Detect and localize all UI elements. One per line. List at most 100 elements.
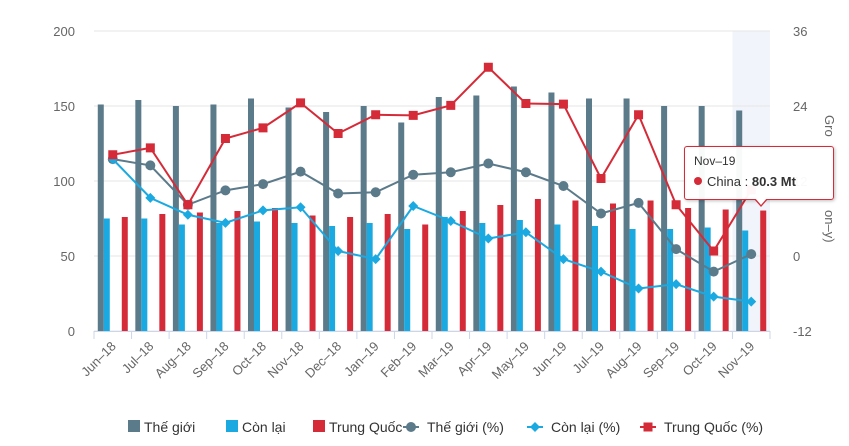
bar <box>398 122 405 331</box>
bar <box>309 215 316 331</box>
line-point <box>633 283 644 294</box>
tooltip-series: China <box>707 174 741 189</box>
line-point <box>596 174 606 183</box>
line-point <box>145 160 156 171</box>
line-point <box>182 209 193 220</box>
bar <box>159 214 166 331</box>
legend-swatch <box>128 420 140 432</box>
series-line <box>112 158 752 273</box>
line-point <box>708 291 719 302</box>
x-tick-label: Feb–19 <box>378 339 420 381</box>
right-tick-label: 0 <box>793 249 800 264</box>
left-tick-label: 100 <box>53 174 75 189</box>
tooltip-title: Nov–19 <box>694 154 736 168</box>
line-point <box>408 110 418 120</box>
line-point <box>220 217 231 228</box>
bar <box>534 199 541 331</box>
line-point <box>220 134 230 143</box>
line-point <box>406 422 416 432</box>
bar <box>661 106 668 331</box>
series-line <box>112 158 752 303</box>
bar <box>210 104 217 331</box>
left-axis: 0 50 100 150 200 <box>53 24 75 339</box>
line-point <box>408 201 419 211</box>
left-tick-label: 150 <box>53 99 75 114</box>
line-point <box>643 422 653 432</box>
line-point <box>634 110 644 120</box>
line-point <box>333 129 343 138</box>
bar <box>196 212 203 331</box>
line-point <box>145 192 156 203</box>
bar <box>272 208 278 331</box>
bar <box>234 211 241 331</box>
line-point <box>370 187 381 198</box>
line-point <box>671 279 682 290</box>
line-point <box>521 99 531 108</box>
bar <box>698 106 705 331</box>
line-point <box>746 249 757 260</box>
x-tick-label: Nov–19 <box>715 339 757 381</box>
bar <box>216 223 223 331</box>
bar <box>97 104 104 331</box>
x-tick-label: Jun–19 <box>529 339 570 380</box>
bar <box>347 217 354 331</box>
bar <box>497 205 504 331</box>
bar <box>554 224 561 331</box>
bar <box>441 217 448 331</box>
bar <box>135 100 142 331</box>
bar <box>742 230 749 331</box>
right-tick-label: 24 <box>793 99 807 114</box>
x-tick-label: Dec–18 <box>302 339 344 381</box>
tooltip-row: China : 80.3 Mt <box>694 174 824 189</box>
x-tick-label: Oct–18 <box>229 339 269 379</box>
lines <box>107 62 757 307</box>
bar <box>254 221 260 331</box>
line-point <box>520 227 531 238</box>
left-tick-label: 0 <box>68 324 75 339</box>
line-point <box>258 123 268 133</box>
bar <box>459 211 466 331</box>
x-tick-label: Jun–18 <box>78 339 119 380</box>
bar <box>736 110 743 331</box>
line-point <box>483 62 493 72</box>
left-tick-label: 200 <box>53 24 75 39</box>
right-tick-label: 36 <box>793 24 807 39</box>
bar <box>760 210 767 331</box>
legend-label: Còn lại <box>242 419 286 435</box>
line-point <box>596 208 606 219</box>
x-tick-label: Aug–18 <box>152 339 194 381</box>
bar <box>685 208 692 331</box>
line-point <box>633 197 644 208</box>
right-axis-title: Gro <box>822 115 837 137</box>
line-point <box>445 167 456 178</box>
bar <box>667 229 674 331</box>
line-point <box>295 202 306 213</box>
tooltip-value: 80.3 Mt <box>751 174 796 189</box>
bar <box>435 97 442 331</box>
line-point <box>296 98 306 108</box>
bar <box>121 217 128 331</box>
line-point <box>333 246 344 256</box>
line-point <box>530 422 540 432</box>
series-line <box>112 65 753 253</box>
legend-label: Trung Quốc (%) <box>664 419 763 435</box>
bar <box>548 92 555 331</box>
line-point <box>483 233 494 244</box>
bar <box>291 223 298 331</box>
line-point <box>333 188 344 199</box>
legend-label: Thế giới (%) <box>427 419 504 435</box>
line-point <box>558 99 568 109</box>
x-tick-label: Sep–19 <box>640 339 682 381</box>
left-tick-label: 50 <box>61 249 75 264</box>
bar <box>473 95 480 331</box>
x-tick-label: Nov–18 <box>264 339 306 381</box>
bar <box>623 98 630 331</box>
line-point <box>558 181 569 191</box>
line-point <box>671 200 681 210</box>
bars <box>97 86 767 331</box>
x-tick-label: Aug–19 <box>602 339 644 381</box>
line-point <box>145 143 155 153</box>
line-point <box>183 200 193 210</box>
line-point <box>746 296 757 307</box>
